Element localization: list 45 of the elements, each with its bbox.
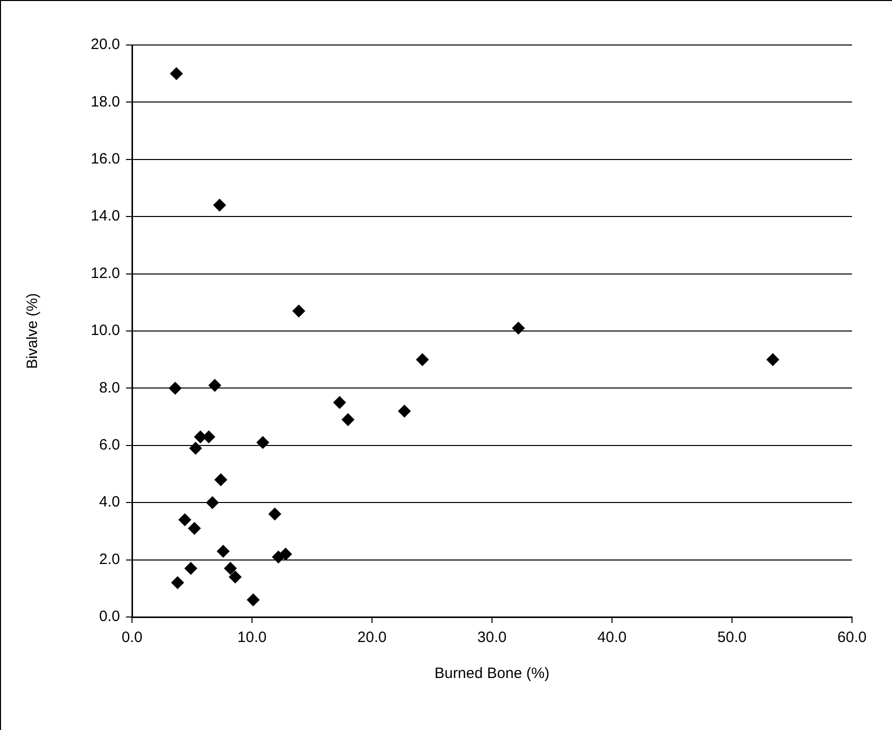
point — [178, 513, 192, 526]
point — [292, 304, 306, 318]
point — [342, 413, 354, 426]
point — [214, 473, 228, 486]
point — [512, 322, 525, 335]
point — [398, 404, 411, 418]
point — [246, 593, 260, 606]
point — [256, 436, 270, 450]
point — [213, 198, 226, 212]
y-tick-label: 10.0 — [90, 322, 120, 340]
point — [170, 67, 183, 80]
y-axis-title: Bivalve (%) — [24, 293, 42, 369]
y-tick-label: 20.0 — [90, 36, 120, 54]
y-tick-label: 0.0 — [99, 608, 120, 626]
point — [268, 508, 282, 521]
point — [216, 544, 230, 558]
point — [171, 576, 184, 590]
x-tick-label: 40.0 — [597, 629, 627, 646]
y-tick-label: 8.0 — [99, 379, 120, 396]
point — [279, 548, 292, 561]
point — [333, 396, 346, 409]
point — [766, 353, 780, 366]
x-tick-label: 10.0 — [237, 629, 267, 646]
y-tick-label: 12.0 — [90, 264, 120, 282]
point — [416, 353, 429, 366]
y-tick-label: 6.0 — [99, 436, 120, 454]
point — [206, 496, 219, 510]
x-tick-label: 30.0 — [477, 629, 507, 646]
y-tick-label: 4.0 — [99, 494, 120, 511]
point — [188, 522, 201, 535]
x-tick-label: 60.0 — [837, 629, 867, 646]
x-tick-label: 50.0 — [717, 629, 747, 646]
y-tick-label: 16.0 — [90, 150, 120, 168]
y-tick-label: 14.0 — [90, 208, 120, 225]
point — [189, 442, 202, 455]
y-tick-label: 18.0 — [90, 93, 120, 110]
point — [224, 562, 237, 575]
x-tick-label: 20.0 — [357, 629, 387, 646]
y-tick-label: 2.0 — [99, 550, 120, 568]
point — [228, 570, 242, 584]
x-axis-title: Burned Bone (%) — [434, 665, 550, 682]
point — [208, 378, 222, 392]
point — [168, 382, 182, 395]
point — [184, 562, 198, 575]
x-tick-label: 0.0 — [122, 629, 142, 646]
